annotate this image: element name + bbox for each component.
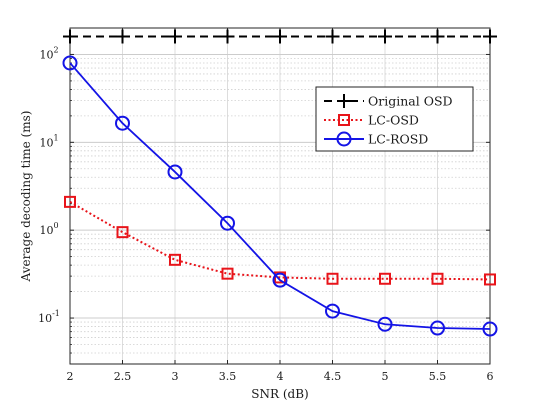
- legend-marker: [338, 114, 350, 126]
- data-point: [378, 29, 392, 44]
- data-point: [220, 29, 235, 44]
- y-tick-label: 10-1: [38, 309, 60, 325]
- x-tick-label: 5: [382, 370, 389, 383]
- y-tick-label: 101: [39, 133, 58, 149]
- y-tick-label: 100: [39, 221, 58, 237]
- legend-marker: [336, 131, 352, 147]
- data-point: [116, 226, 129, 239]
- data-point: [63, 29, 77, 44]
- series-line: [69, 62, 491, 330]
- grid: [70, 27, 490, 365]
- series-original-osd: [63, 29, 497, 44]
- series-layer: [62, 29, 498, 337]
- data-point: [482, 321, 498, 337]
- data-point: [220, 215, 235, 231]
- data-point: [484, 273, 496, 286]
- x-tick-label: 4.5: [324, 370, 342, 383]
- legend-item: LC-OSD: [324, 113, 419, 128]
- x-tick-label: 3.5: [219, 370, 237, 383]
- data-point: [62, 55, 78, 71]
- data-point: [273, 29, 287, 44]
- legend-label: LC-OSD: [368, 113, 419, 128]
- data-point: [115, 115, 130, 131]
- legend-item: Original OSD: [324, 94, 453, 109]
- data-point: [325, 303, 340, 319]
- x-axis-label: SNR (dB): [251, 387, 308, 401]
- data-point: [379, 272, 391, 285]
- x-tick-label: 4: [277, 370, 284, 383]
- axis-ticks: 2 2.5 3 3.5 4 4.5 5 5.5 6 10-1 100 101 102: [38, 27, 494, 383]
- data-point: [430, 320, 445, 336]
- data-point: [115, 29, 130, 44]
- y-tick-label: 102: [39, 45, 58, 61]
- data-point: [167, 164, 183, 180]
- data-point: [221, 267, 234, 280]
- x-tick-label: 3: [172, 370, 179, 383]
- series-lc-rosd: [62, 55, 498, 337]
- data-point: [483, 29, 497, 44]
- data-point: [325, 29, 340, 44]
- data-point: [326, 272, 339, 285]
- data-point: [272, 272, 288, 288]
- legend-item: LC-ROSD: [324, 131, 428, 147]
- legend-label: LC-ROSD: [368, 132, 428, 147]
- series-line: [69, 201, 491, 281]
- data-point: [377, 316, 393, 332]
- legend: Original OSD LC-OSD LC-ROSD: [315, 86, 474, 152]
- data-point: [431, 272, 444, 285]
- x-tick-label: 2: [67, 370, 74, 383]
- x-tick-label: 6: [487, 370, 494, 383]
- y-axis-label: Average decoding time (ms): [19, 111, 33, 283]
- data-point: [169, 253, 181, 266]
- data-point: [168, 29, 182, 44]
- data-point: [430, 29, 445, 44]
- data-point: [64, 195, 76, 208]
- legend-label: Original OSD: [368, 94, 453, 109]
- x-tick-label: 5.5: [429, 370, 447, 383]
- legend-marker: [337, 94, 351, 108]
- x-tick-label: 2.5: [114, 370, 132, 383]
